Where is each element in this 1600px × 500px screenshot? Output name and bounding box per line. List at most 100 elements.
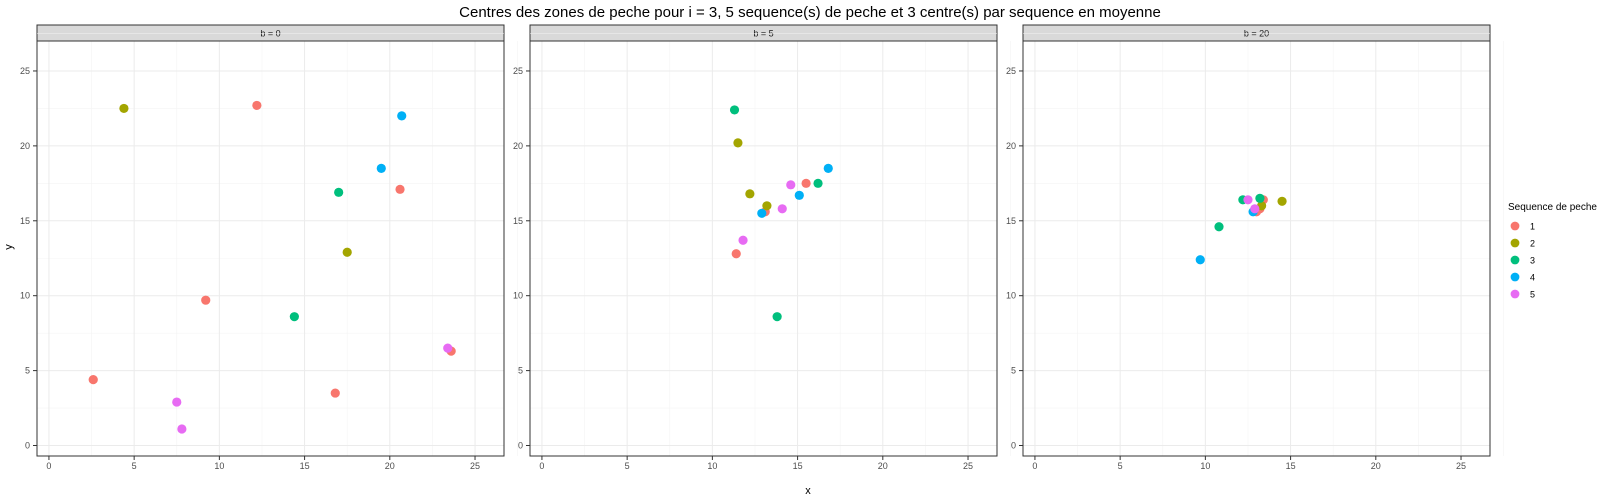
data-point — [1277, 196, 1287, 206]
data-point — [289, 312, 299, 322]
x-tick-label: 10 — [1200, 461, 1210, 471]
x-tick-label: 10 — [214, 461, 224, 471]
data-point — [201, 295, 211, 305]
data-point — [119, 103, 129, 114]
y-axis-title: y — [3, 244, 15, 250]
data-point — [762, 201, 772, 211]
x-axis-title: x — [805, 485, 811, 497]
legend-swatch — [1510, 238, 1520, 248]
plot-area — [37, 41, 504, 456]
data-point — [342, 247, 352, 257]
x-tick-label: 25 — [470, 461, 480, 471]
data-point — [823, 163, 833, 173]
y-tick-label: 20 — [1006, 141, 1016, 151]
x-tick-label: 25 — [963, 461, 973, 471]
panel-border — [1022, 40, 1491, 457]
legend-label: 2 — [1530, 239, 1535, 249]
data-point — [88, 374, 98, 385]
data-point — [334, 187, 344, 197]
y-tick-label: 0 — [25, 441, 30, 451]
y-tick-label: 25 — [20, 66, 30, 76]
x-tick-label: 5 — [625, 461, 630, 471]
data-point — [177, 424, 187, 434]
data-point — [1214, 222, 1224, 232]
data-point — [1243, 195, 1253, 205]
legend-swatch — [1510, 221, 1520, 231]
data-point — [777, 204, 787, 214]
x-tick-label: 15 — [793, 461, 803, 471]
legend-swatch — [1510, 255, 1520, 265]
y-tick-label: 20 — [513, 141, 523, 151]
plot-area — [1023, 41, 1490, 456]
legend: Sequence de peche 1 2 3 4 5 — [1508, 202, 1597, 300]
y-tick-label: 15 — [513, 216, 523, 226]
y-tick-label: 0 — [1011, 441, 1016, 451]
data-point — [813, 178, 823, 188]
data-point — [731, 249, 741, 259]
data-point — [443, 343, 453, 353]
data-point — [729, 105, 740, 115]
chart-title: Centres des zones de peche pour i = 3, 5… — [459, 4, 1161, 21]
legend-label: 3 — [1530, 256, 1535, 266]
legend-item: 3 — [1510, 255, 1535, 266]
data-point — [786, 180, 796, 190]
data-point — [772, 312, 782, 322]
data-point — [395, 184, 405, 194]
data-point — [330, 388, 340, 398]
panel-border — [36, 40, 505, 457]
legend-swatch — [1510, 289, 1520, 299]
data-point — [172, 397, 182, 407]
x-tick-label: 0 — [1032, 461, 1037, 471]
x-tick-label: 5 — [1118, 461, 1123, 471]
x-tick-label: 20 — [878, 461, 888, 471]
y-tick-label: 10 — [513, 291, 523, 301]
data-point — [738, 235, 748, 245]
legend-label: 1 — [1530, 222, 1535, 232]
y-tick-label: 0 — [518, 441, 523, 451]
data-point — [1195, 255, 1205, 265]
legend-items: 1 2 3 4 5 — [1510, 221, 1535, 300]
legend-title: Sequence de peche — [1508, 202, 1597, 213]
x-tick-label: 25 — [1456, 461, 1466, 471]
y-tick-label: 15 — [1006, 216, 1016, 226]
x-tick-label: 20 — [385, 461, 395, 471]
y-tick-label: 20 — [20, 141, 30, 151]
data-point — [757, 208, 767, 218]
data-point — [794, 190, 804, 200]
x-tick-label: 20 — [1371, 461, 1381, 471]
legend-item: 1 — [1510, 221, 1535, 232]
y-tick-label: 5 — [518, 366, 523, 376]
data-point — [733, 138, 743, 148]
data-point — [801, 178, 811, 188]
legend-label: 4 — [1530, 273, 1535, 283]
plot-area — [530, 41, 997, 456]
x-tick-label: 0 — [539, 461, 544, 471]
y-tick-label: 25 — [513, 66, 523, 76]
panel-border — [529, 40, 998, 457]
data-point — [397, 111, 407, 121]
data-point — [252, 100, 262, 111]
legend-item: 2 — [1510, 238, 1535, 249]
data-point — [376, 163, 386, 173]
y-tick-label: 15 — [20, 216, 30, 226]
legend-swatch — [1510, 272, 1520, 282]
y-tick-label: 25 — [1006, 66, 1016, 76]
x-tick-label: 0 — [46, 461, 51, 471]
data-point — [1250, 204, 1260, 214]
legend-item: 5 — [1510, 289, 1535, 300]
y-tick-label: 10 — [20, 291, 30, 301]
x-tick-label: 15 — [300, 461, 310, 471]
x-tick-label: 10 — [707, 461, 717, 471]
y-tick-label: 10 — [1006, 291, 1016, 301]
legend-label: 5 — [1530, 290, 1535, 300]
data-point — [1255, 193, 1265, 203]
x-tick-label: 15 — [1286, 461, 1296, 471]
x-tick-label: 5 — [132, 461, 137, 471]
y-tick-label: 5 — [1011, 366, 1016, 376]
y-tick-label: 5 — [25, 366, 30, 376]
